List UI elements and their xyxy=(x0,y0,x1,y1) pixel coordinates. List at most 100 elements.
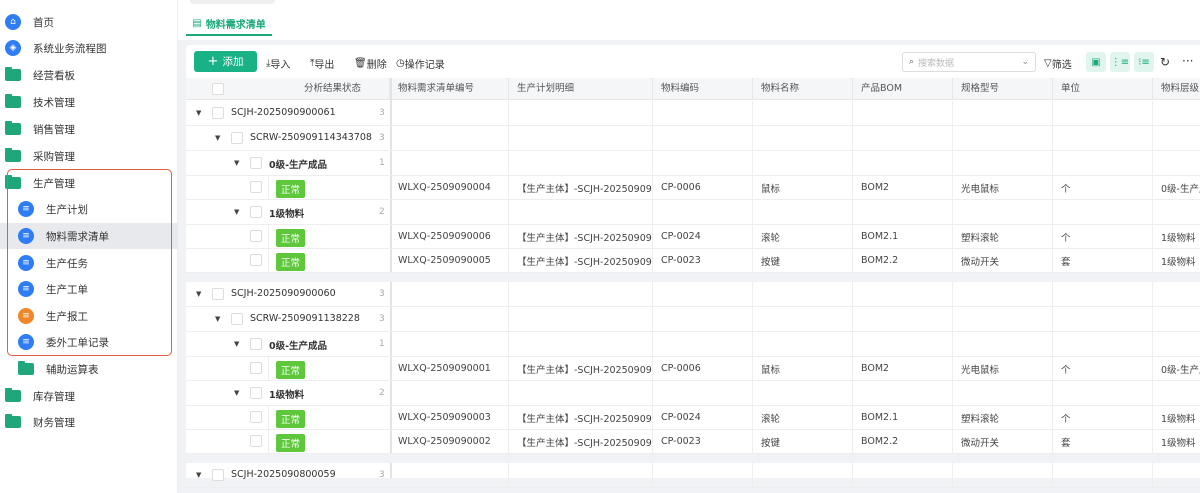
table-cell: BOM2.2 xyxy=(853,430,953,453)
row-checkbox[interactable] xyxy=(212,288,224,300)
row-checkbox[interactable] xyxy=(250,181,262,193)
table-cell xyxy=(753,101,853,125)
column-header[interactable]: 物料编码 xyxy=(653,78,753,100)
table-cell xyxy=(953,151,1053,175)
table-cell xyxy=(390,151,509,175)
column-header[interactable]: 物料名称 xyxy=(753,78,853,100)
search-input[interactable]: ⌕ 搜索数据 ⌄ xyxy=(902,52,1036,72)
select-all-checkbox[interactable] xyxy=(212,83,224,95)
sidebar-item[interactable]: ⌂ 首页 xyxy=(0,9,178,35)
plus-icon: + xyxy=(207,54,219,69)
table-cell xyxy=(953,200,1053,224)
top-tab-stub[interactable] xyxy=(190,0,275,4)
column-header[interactable]: 生产计划明细 xyxy=(509,78,653,100)
log-button[interactable]: ◷ 操作记录 xyxy=(396,56,445,71)
filter-icon: ▽ xyxy=(1044,58,1052,69)
group-view-button[interactable]: ⁝≡ xyxy=(1134,52,1154,72)
sidebar-item[interactable]: ≡ 委外工单记录 xyxy=(0,329,178,355)
sidebar-item[interactable]: ◈ 系统业务流程图 xyxy=(0,35,178,61)
table-row[interactable]: WLXQ-2509090002 【生产主体】-SCJH-202509090... C… xyxy=(186,430,1200,454)
table-row[interactable]: WLXQ-2509090006 【生产主体】-SCJH-202509090... C… xyxy=(186,225,1200,249)
group-row[interactable]: ▼ 1级物料 2 xyxy=(186,200,1200,225)
group-row[interactable]: ▼ 1级物料 2 xyxy=(186,381,1200,406)
table-row[interactable]: WLXQ-2509090003 【生产主体】-SCJH-202509090... C… xyxy=(186,406,1200,430)
document-icon: ≡ xyxy=(18,334,34,350)
view-card-button[interactable]: ▣ xyxy=(1086,52,1106,72)
row-checkbox[interactable] xyxy=(250,387,262,399)
delete-button[interactable]: 🗑 删除 xyxy=(354,56,387,71)
refresh-button[interactable]: ↻ xyxy=(1160,55,1170,69)
add-button[interactable]: + 添加 xyxy=(194,51,257,72)
sidebar-item[interactable]: ≡ 生产报工 xyxy=(0,303,178,329)
sidebar-item-label: 首页 xyxy=(33,16,54,29)
expand-caret-icon[interactable]: ▼ xyxy=(215,134,221,142)
sidebar-item[interactable]: 财务管理 xyxy=(0,409,178,435)
tree-view-button[interactable]: ⋮≡ xyxy=(1110,52,1130,72)
row-checkbox[interactable] xyxy=(250,230,262,242)
sidebar-item[interactable]: 库存管理 xyxy=(0,383,178,409)
sidebar-item[interactable]: 生产管理 xyxy=(0,170,178,196)
row-checkbox[interactable] xyxy=(250,254,262,266)
expand-caret-icon[interactable]: ▼ xyxy=(234,208,240,216)
home-icon: ⌂ xyxy=(5,14,21,30)
column-header[interactable]: 分析结果状态 xyxy=(268,78,390,100)
row-checkbox[interactable] xyxy=(231,313,243,325)
filter-button[interactable]: ▽ 筛选 xyxy=(1044,56,1072,71)
table-cell: 【生产主体】-SCJH-202509090... xyxy=(509,249,653,272)
more-button[interactable]: ··· xyxy=(1182,54,1193,68)
sidebar-item[interactable]: 技术管理 xyxy=(0,89,178,115)
column-header[interactable]: 单位 xyxy=(1053,78,1153,100)
group-row[interactable]: ▼ SCRW-2509091138228 3 xyxy=(186,307,1200,332)
column-header[interactable]: 物料层级 xyxy=(1153,78,1200,100)
column-header[interactable]: 规格型号 xyxy=(953,78,1053,100)
row-checkbox[interactable] xyxy=(212,107,224,119)
group-row[interactable]: ▼ SCJH-2025090800059 3 xyxy=(186,463,1200,488)
sidebar-item[interactable]: ≡ 生产任务 xyxy=(0,250,178,276)
row-checkbox[interactable] xyxy=(250,435,262,447)
table-cell xyxy=(1153,307,1200,331)
table-cell xyxy=(509,282,653,306)
table-cell xyxy=(1053,101,1153,125)
export-button[interactable]: ⤒ 导出 xyxy=(310,56,334,71)
sidebar-item[interactable]: 经营看板 xyxy=(0,62,178,88)
group-row[interactable]: ▼ 0级-生产成品 1 xyxy=(186,151,1200,176)
group-row[interactable]: ▼ SCJH-2025090900060 3 xyxy=(186,282,1200,307)
column-header[interactable]: 产品BOM xyxy=(853,78,953,100)
tab-material-requirements[interactable]: ▤ 物料需求清单 xyxy=(186,12,272,36)
expand-caret-icon[interactable]: ▼ xyxy=(196,290,202,298)
sidebar-item[interactable]: ≡ 生产工单 xyxy=(0,276,178,302)
sidebar-item[interactable]: ≡ 物料需求清单 xyxy=(0,223,178,249)
row-checkbox[interactable] xyxy=(250,411,262,423)
expand-caret-icon[interactable]: ▼ xyxy=(234,159,240,167)
expand-caret-icon[interactable]: ▼ xyxy=(196,471,202,479)
sidebar-item[interactable]: 采购管理 xyxy=(0,143,178,169)
expand-caret-icon[interactable]: ▼ xyxy=(234,389,240,397)
row-checkbox[interactable] xyxy=(231,132,243,144)
group-row[interactable]: ▼ SCRW-250909114343708 3 xyxy=(186,126,1200,151)
row-checkbox[interactable] xyxy=(250,206,262,218)
group-count: 1 xyxy=(379,339,385,349)
column-header[interactable]: 物料需求清单编号 xyxy=(390,78,509,100)
sidebar-item[interactable]: 销售管理 xyxy=(0,116,178,142)
row-checkbox[interactable] xyxy=(250,157,262,169)
expand-caret-icon[interactable]: ▼ xyxy=(215,315,221,323)
row-checkbox[interactable] xyxy=(250,362,262,374)
row-checkbox[interactable] xyxy=(250,338,262,350)
sidebar-item[interactable]: ≡ 生产计划 xyxy=(0,196,178,222)
table-cell xyxy=(509,151,653,175)
expand-caret-icon[interactable]: ▼ xyxy=(196,109,202,117)
row-checkbox[interactable] xyxy=(212,469,224,481)
group-row[interactable]: ▼ 0级-生产成品 1 xyxy=(186,332,1200,357)
group-label: 0级-生产成品 xyxy=(269,160,328,171)
import-button[interactable]: ⤓ 导入 xyxy=(266,56,290,71)
group-label: SCRW-2509091138228 xyxy=(250,313,360,324)
group-row[interactable]: ▼ SCJH-2025090900061 3 xyxy=(186,101,1200,126)
table-row[interactable]: WLXQ-2509090005 【生产主体】-SCJH-202509090... C… xyxy=(186,249,1200,273)
table-row[interactable]: WLXQ-2509090001 【生产主体】-SCJH-202509090... C… xyxy=(186,357,1200,381)
table-row[interactable]: WLXQ-2509090004 【生产主体】-SCJH-202509090... C… xyxy=(186,176,1200,200)
expand-caret-icon[interactable]: ▼ xyxy=(234,340,240,348)
sidebar-item[interactable]: 辅助运算表 xyxy=(0,356,178,382)
table-cell: BOM2.2 xyxy=(853,249,953,272)
table-cell xyxy=(853,282,953,306)
table-cell: 套 xyxy=(1053,249,1153,272)
